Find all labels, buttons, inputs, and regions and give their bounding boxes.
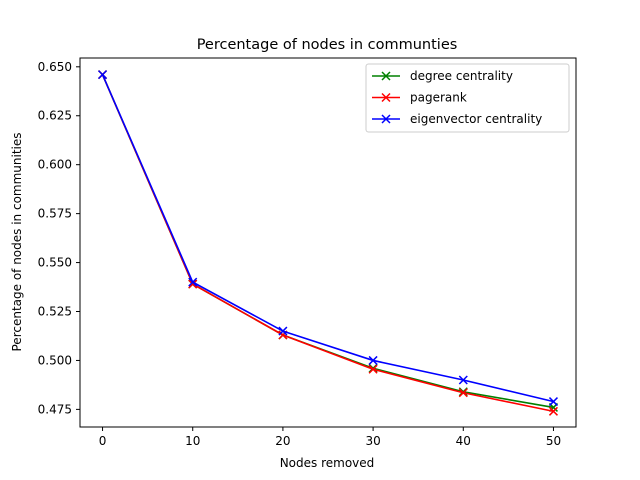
data-point-eigenvector-centrality-stroke-b <box>188 277 198 287</box>
data-point-eigenvector-centrality <box>98 70 108 80</box>
y-tick-label: 0.625 <box>38 109 72 123</box>
legend-swatch-marker-stroke-b <box>381 114 391 124</box>
x-tick-label: 0 <box>99 434 107 448</box>
data-point-eigenvector-centrality-stroke-b <box>278 326 288 336</box>
legend-label: pagerank <box>410 91 467 105</box>
data-point-eigenvector-centrality <box>458 375 468 385</box>
data-point-eigenvector-centrality-stroke-b <box>98 70 108 80</box>
data-point-pagerank <box>188 279 198 289</box>
y-tick-label: 0.525 <box>38 305 72 319</box>
legend-swatch-marker-stroke-b <box>381 92 391 103</box>
legend-label: degree centrality <box>410 69 513 83</box>
data-point-pagerank-stroke-b <box>548 406 558 416</box>
plot-frame <box>79 57 577 428</box>
y-axis-label: Percentage of nodes in communities <box>10 132 24 351</box>
y-tick-label: 0.475 <box>38 402 72 416</box>
data-point-eigenvector-centrality-stroke-b <box>458 375 468 385</box>
data-point-pagerank <box>548 406 558 416</box>
x-tick-label: 20 <box>275 434 290 448</box>
y-tick-label: 0.650 <box>38 60 72 74</box>
legend-swatch-marker-stroke-b <box>381 71 391 81</box>
axes: 0 10 20 30 40 50 0.475 0.500 0.525 0.550 0.575 0.60… <box>38 57 577 448</box>
legend-box <box>365 63 570 133</box>
chart-title: Percentage of nodes in communties <box>197 37 458 53</box>
x-tick-label: 10 <box>185 434 200 448</box>
data-point-pagerank <box>458 388 468 398</box>
x-tick-label: 40 <box>456 434 471 448</box>
y-tick-label: 0.600 <box>38 158 72 172</box>
legend-swatch-marker <box>381 114 391 124</box>
x-tick-label: 30 <box>365 434 380 448</box>
y-tick-label: 0.575 <box>38 207 72 221</box>
legend: degree centrality pagerank eigenvector cen… <box>365 63 570 133</box>
legend-label: eigenvector centrality <box>410 112 542 126</box>
x-axis-label: Nodes removed <box>280 456 375 470</box>
legend-swatch-marker <box>381 71 391 81</box>
legend-item-eigenvector-centrality: eigenvector centrality <box>372 112 542 126</box>
legend-item-pagerank: pagerank <box>372 91 467 105</box>
plot-area <box>98 70 558 416</box>
data-point-pagerank-stroke-b <box>458 388 468 398</box>
data-point-pagerank-stroke-b <box>368 364 378 374</box>
series-line-eigenvector-centrality <box>101 73 555 403</box>
x-tick-label: 50 <box>546 434 561 448</box>
data-point-eigenvector-centrality-stroke-b <box>548 397 558 407</box>
y-tick-label: 0.550 <box>38 256 72 270</box>
legend-swatch-marker <box>381 92 391 103</box>
legend-item-degree-centrality: degree centrality <box>372 69 513 83</box>
data-point-pagerank <box>368 364 378 374</box>
y-tick-label: 0.500 <box>38 353 72 367</box>
data-point-eigenvector-centrality <box>368 355 378 365</box>
data-point-eigenvector-centrality <box>548 397 558 407</box>
data-point-pagerank-stroke-b <box>188 279 198 289</box>
data-point-eigenvector-centrality-stroke-b <box>368 355 378 365</box>
data-point-eigenvector-centrality <box>278 326 288 336</box>
data-point-eigenvector-centrality <box>188 277 198 287</box>
